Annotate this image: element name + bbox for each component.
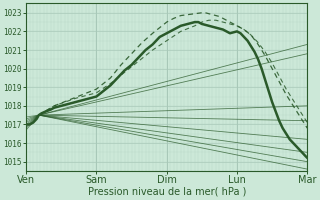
- X-axis label: Pression niveau de la mer( hPa ): Pression niveau de la mer( hPa ): [88, 187, 246, 197]
